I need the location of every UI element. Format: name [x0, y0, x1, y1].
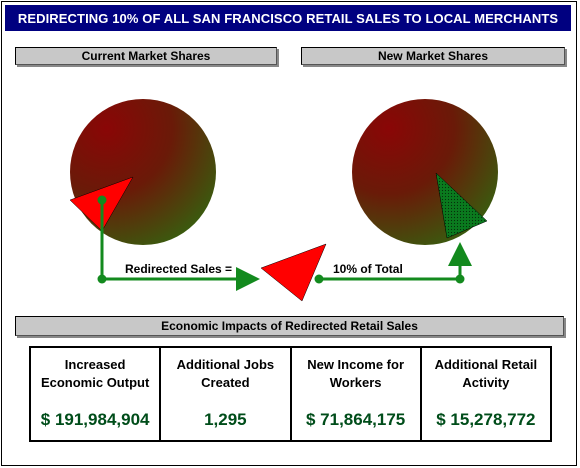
ten-percent-label: 10% of Total: [333, 262, 403, 276]
flow-start-dot: [97, 195, 107, 205]
impact-value: 1,295: [204, 410, 247, 429]
impact-heading: Additional Retail Activity: [434, 357, 538, 390]
redirected-sales-wedge: [260, 243, 327, 302]
impact-heading: Additional Jobs Created: [176, 357, 275, 390]
impacts-table: Increased Economic Output $ 191,984,904 …: [29, 346, 552, 442]
impact-value: $ 15,278,772: [436, 410, 536, 429]
impact-heading: Increased Economic Output: [40, 357, 150, 390]
new-market-shares-header: New Market Shares: [301, 47, 565, 65]
page-title: REDIRECTING 10% OF ALL SAN FRANCISCO RET…: [5, 5, 571, 31]
impact-worker-income: New Income for Workers $ 71,864,175: [289, 348, 420, 440]
impact-jobs: Additional Jobs Created 1,295: [159, 348, 289, 440]
impact-value: $ 191,984,904: [40, 410, 150, 429]
current-pie-chart: [70, 99, 216, 245]
impact-value: $ 71,864,175: [305, 410, 406, 429]
impact-heading: New Income for Workers: [307, 357, 405, 390]
impact-economic-output: Increased Economic Output $ 191,984,904: [31, 348, 159, 440]
economic-impacts-header: Economic Impacts of Redirected Retail Sa…: [15, 316, 564, 336]
redirected-sales-label: Redirected Sales =: [125, 262, 233, 276]
current-market-shares-header: Current Market Shares: [15, 47, 277, 65]
new-local-wedge: [435, 172, 488, 239]
impact-retail-activity: Additional Retail Activity $ 15,278,772: [419, 348, 550, 440]
